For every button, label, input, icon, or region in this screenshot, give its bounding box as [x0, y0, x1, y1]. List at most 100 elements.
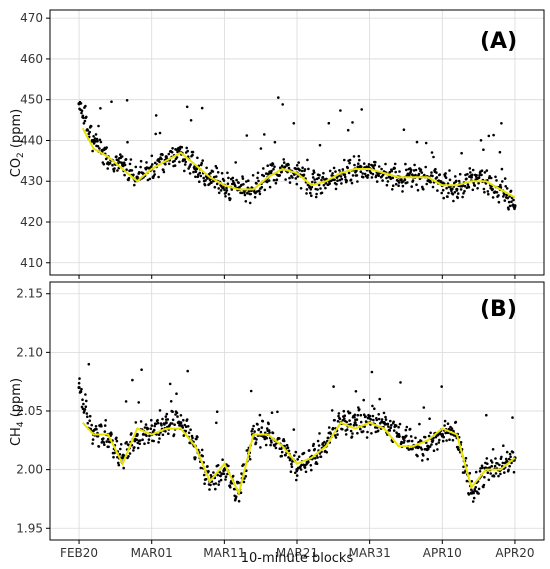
data-point	[206, 465, 209, 468]
data-point	[98, 147, 101, 150]
data-point	[469, 171, 472, 174]
data-point	[307, 167, 310, 171]
data-point	[259, 446, 262, 449]
data-point	[438, 438, 441, 442]
data-point	[463, 189, 466, 193]
data-point-key	[91, 138, 96, 143]
data-point	[234, 495, 238, 499]
data-point	[395, 431, 398, 435]
data-point	[345, 420, 349, 424]
data-point	[154, 114, 158, 117]
data-point	[318, 173, 321, 177]
data-point	[490, 464, 494, 468]
data-point	[181, 426, 185, 429]
data-point	[483, 171, 487, 174]
data-point-key	[164, 155, 168, 159]
data-point	[183, 169, 186, 173]
data-point	[459, 188, 463, 191]
data-point	[486, 190, 490, 193]
data-point	[127, 176, 131, 180]
data-point	[481, 466, 484, 470]
data-point	[468, 167, 472, 170]
data-point	[280, 164, 284, 168]
data-point	[428, 445, 432, 448]
y-tick-label: 430	[20, 174, 43, 188]
data-point	[409, 168, 413, 172]
data-point	[272, 167, 275, 171]
data-point	[404, 162, 407, 166]
data-point	[278, 174, 282, 177]
data-point	[167, 152, 171, 156]
data-point	[169, 400, 173, 403]
data-point	[171, 147, 174, 150]
data-point	[446, 422, 450, 426]
data-point	[343, 158, 346, 162]
data-point	[133, 446, 136, 449]
data-point	[339, 109, 342, 112]
data-point	[372, 418, 375, 422]
data-point	[229, 197, 232, 200]
data-point	[363, 172, 367, 176]
data-point	[343, 414, 347, 418]
data-point	[191, 150, 195, 154]
data-point	[400, 178, 403, 181]
data-point	[211, 170, 215, 173]
data-point	[210, 181, 213, 184]
panel-a-ylabel-main: CO	[9, 158, 24, 177]
data-point	[386, 180, 390, 183]
data-point	[416, 454, 419, 458]
data-point	[512, 198, 515, 202]
data-point	[437, 441, 441, 444]
panel-a-y-axis: 410 420 430 440 450 460 470	[20, 11, 50, 270]
x-tick-label: MAR01	[131, 546, 173, 560]
data-point	[91, 442, 94, 445]
data-point	[134, 421, 138, 424]
data-point	[290, 462, 293, 466]
data-point	[468, 471, 472, 475]
data-point	[371, 414, 375, 418]
data-point	[298, 169, 302, 172]
data-point	[353, 163, 356, 167]
data-point	[137, 401, 140, 404]
data-point	[95, 427, 98, 431]
data-point	[252, 424, 255, 428]
data-point	[111, 163, 114, 167]
data-point	[327, 426, 331, 429]
data-point	[293, 173, 296, 176]
data-point	[308, 449, 311, 452]
data-point	[502, 444, 505, 448]
data-point	[358, 158, 361, 162]
data-point	[397, 425, 400, 429]
panel-b-ylabel-sub: 4	[16, 421, 26, 427]
data-point	[95, 137, 99, 141]
data-point	[98, 138, 102, 142]
data-point	[265, 436, 269, 440]
data-point	[172, 433, 176, 436]
data-point	[245, 134, 249, 137]
data-point-key	[222, 468, 226, 472]
data-point	[332, 166, 336, 170]
data-point	[426, 457, 430, 461]
data-point	[124, 158, 128, 161]
data-point	[203, 183, 207, 187]
data-point	[359, 170, 363, 173]
data-point	[128, 162, 132, 166]
data-point	[381, 179, 384, 182]
data-point	[294, 471, 297, 475]
data-point	[315, 192, 318, 196]
data-point	[359, 420, 363, 424]
data-point	[198, 180, 201, 183]
data-point	[452, 199, 455, 203]
data-point	[505, 450, 509, 454]
data-point	[302, 463, 305, 467]
data-point	[422, 406, 426, 409]
data-point	[342, 409, 346, 413]
data-point	[253, 430, 256, 433]
data-point	[495, 191, 499, 194]
panel-a-ylabel-unit: (ppm)	[9, 109, 24, 152]
data-point	[277, 96, 280, 99]
data-point	[92, 142, 96, 145]
data-point	[243, 193, 247, 197]
data-point	[330, 409, 334, 412]
data-point	[196, 435, 199, 439]
